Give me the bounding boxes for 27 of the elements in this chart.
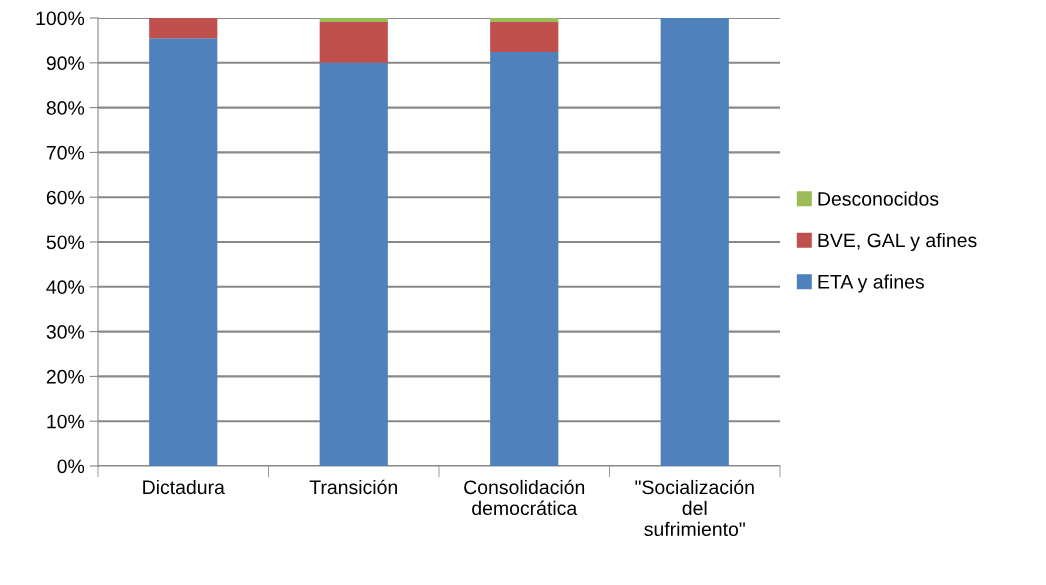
bar xyxy=(490,22,559,53)
x-tick-label: "Socialización del sufrimiento" xyxy=(635,479,754,537)
bar xyxy=(149,38,218,466)
y-tick-label: 50% xyxy=(46,235,85,250)
y-tick-label: 80% xyxy=(46,101,85,115)
legend-label: ETA y afines xyxy=(818,274,924,293)
bar xyxy=(319,22,388,63)
y-tick-label: 30% xyxy=(46,325,85,339)
x-tick-label: Dictadura xyxy=(143,479,225,495)
y-tick-label: 90% xyxy=(46,56,85,71)
bar xyxy=(490,18,559,23)
y-tick-label: 70% xyxy=(46,145,85,160)
bar xyxy=(319,18,388,23)
y-tick-label: 100% xyxy=(36,11,85,26)
y-tick-label: 60% xyxy=(46,190,85,205)
y-tick-label: 20% xyxy=(46,369,85,384)
x-tick-label: Transición xyxy=(309,479,397,495)
y-tick-label: 40% xyxy=(46,280,85,295)
legend-label: BVE, GAL y afines xyxy=(818,232,977,252)
y-tick-label: 0% xyxy=(57,459,85,474)
bar xyxy=(319,62,388,466)
x-tick-label: Consolidación democrática xyxy=(464,479,585,516)
legend-label: Desconocidos xyxy=(818,191,939,206)
bar xyxy=(490,52,559,466)
bar xyxy=(149,18,218,39)
bar xyxy=(660,18,729,466)
y-tick-label: 10% xyxy=(47,414,85,429)
